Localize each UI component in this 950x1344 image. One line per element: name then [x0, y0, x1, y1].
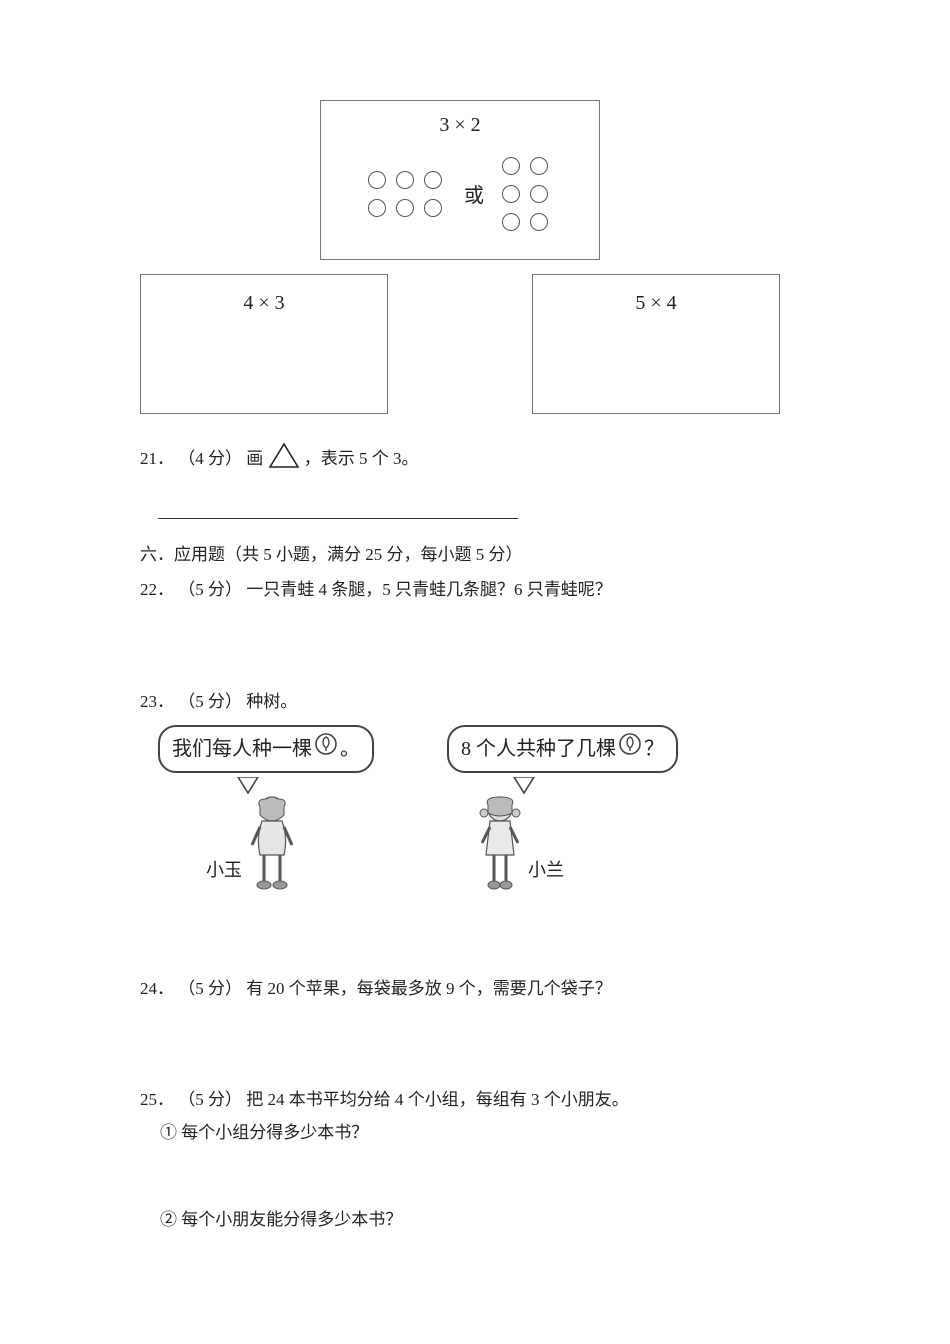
box-expression-4x3: 4 × 3 — [243, 287, 284, 319]
question-points: （5 分） — [178, 580, 242, 599]
question-number: 23． — [140, 692, 174, 711]
circle-icon — [502, 157, 520, 175]
circle-icon — [530, 185, 548, 203]
question-number: 25． — [140, 1090, 174, 1109]
girl-icon — [472, 793, 528, 893]
bubble-text: 。 — [340, 733, 360, 765]
circle-icon — [368, 171, 386, 189]
sub-label: ① — [160, 1123, 177, 1142]
triangle-icon — [268, 442, 300, 478]
answer-box-4x3: 4 × 3 — [140, 274, 388, 414]
circle-icon — [424, 199, 442, 217]
question-text: 种树。 — [246, 692, 297, 711]
question-points: （4 分） — [178, 449, 242, 468]
circle-grid-3x2 — [502, 157, 552, 235]
circle-grid-2x3 — [368, 171, 446, 221]
question-points: （5 分） — [178, 692, 242, 711]
circle-icon — [368, 199, 386, 217]
question-22: 22． （5 分） 一只青蛙 4 条腿，5 只青蛙几条腿？6 只青蛙呢？ — [140, 576, 780, 603]
question-points: （5 分） — [178, 1090, 242, 1109]
circle-icon — [502, 213, 520, 231]
question-number: 22． — [140, 580, 174, 599]
circle-icon — [502, 185, 520, 203]
kid-left: 小玉 — [206, 777, 302, 893]
bubble-text: ？ — [644, 733, 664, 765]
question-21: 21． （4 分） 画 ，表示 5 个 3。 — [140, 442, 780, 478]
question-points: （5 分） — [178, 979, 242, 998]
bubble-text: 8 个人共种了几棵 — [461, 733, 616, 765]
circle-icon — [424, 171, 442, 189]
answer-boxes-row: 4 × 3 5 × 4 — [140, 274, 780, 414]
kid-name-right: 小兰 — [528, 856, 564, 885]
circle-icon — [396, 171, 414, 189]
question-number: 24． — [140, 979, 174, 998]
q21-pre-text: 画 — [246, 449, 263, 468]
question-text: 把 24 本书平均分给 4 个小组，每组有 3 个小朋友。 — [246, 1090, 629, 1109]
question-23: 23． （5 分） 种树。 — [140, 688, 780, 715]
circle-icon — [396, 199, 414, 217]
speech-bubble-right: 8 个人共种了几棵 ？ — [447, 725, 678, 773]
q23-kids-row: 小玉 — [158, 777, 678, 893]
example-circles-area: 或 — [368, 157, 552, 235]
q23-illustration: 我们每人种一棵 。 8 个人共种了几棵 — [158, 725, 678, 893]
q21-post-text: ，表示 5 个 3。 — [304, 449, 419, 468]
q25-sub1: ① 每个小组分得多少本书？ — [160, 1119, 780, 1146]
sub-label: ② — [160, 1210, 177, 1229]
kid-right: 小兰 — [472, 777, 564, 893]
circle-icon — [530, 157, 548, 175]
example-expression: 3 × 2 — [439, 109, 480, 141]
q23-bubbles-row: 我们每人种一棵 。 8 个人共种了几棵 — [158, 725, 678, 773]
kid-name-left: 小玉 — [206, 856, 242, 885]
question-text: 一只青蛙 4 条腿，5 只青蛙几条腿？6 只青蛙呢？ — [246, 580, 612, 599]
q25-sub2: ② 每个小朋友能分得多少本书？ — [160, 1206, 780, 1233]
answer-line — [158, 484, 518, 519]
bubble-text: 我们每人种一棵 — [172, 733, 312, 765]
or-label: 或 — [464, 180, 484, 212]
circle-icon — [530, 213, 548, 231]
question-number: 21． — [140, 449, 174, 468]
section-6-title: 六．应用题（共 5 小题，满分 25 分，每小题 5 分） — [140, 541, 780, 568]
box-expression-5x4: 5 × 4 — [635, 287, 676, 319]
example-box-3x2: 3 × 2 或 — [320, 100, 600, 260]
girl-icon — [242, 793, 302, 893]
sub-text: 每个小组分得多少本书？ — [181, 1123, 368, 1142]
question-25: 25． （5 分） 把 24 本书平均分给 4 个小组，每组有 3 个小朋友。 — [140, 1086, 780, 1113]
question-24: 24． （5 分） 有 20 个苹果，每袋最多放 9 个，需要几个袋子？ — [140, 975, 780, 1002]
speech-bubble-left: 我们每人种一棵 。 — [158, 725, 374, 773]
tree-icon — [314, 732, 338, 766]
tree-icon — [618, 732, 642, 766]
question-text: 有 20 个苹果，每袋最多放 9 个，需要几个袋子？ — [246, 979, 612, 998]
answer-box-5x4: 5 × 4 — [532, 274, 780, 414]
sub-text: 每个小朋友能分得多少本书？ — [181, 1210, 402, 1229]
